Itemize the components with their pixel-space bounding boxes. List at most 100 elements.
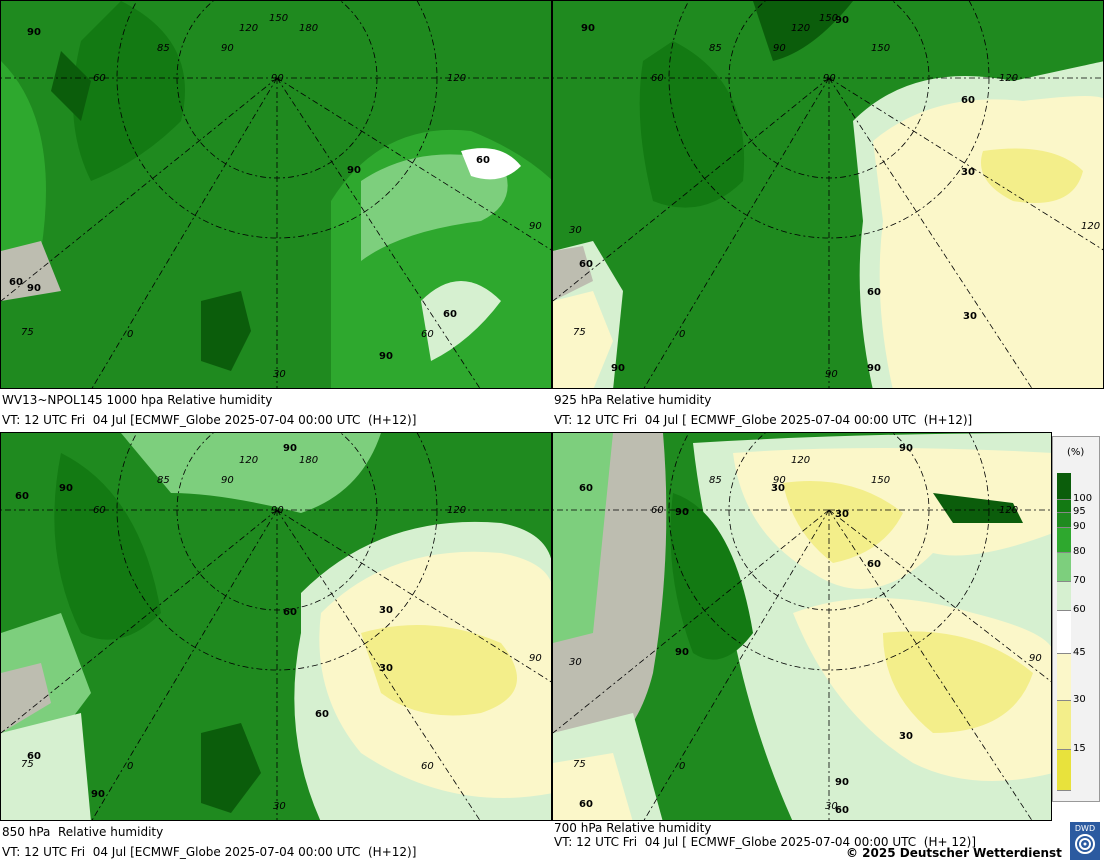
grid-label: 120 (791, 455, 810, 466)
contour-label: 30 (963, 311, 977, 322)
caption-title-925hpa: 925 hPa Relative humidity (554, 393, 712, 407)
contour-label: 90 (27, 27, 41, 38)
map-1000hpa: 90 90 60 90 60 60 90 120 150 180 85 90 9… (1, 1, 551, 388)
legend-color-band (1057, 500, 1071, 513)
map-panel-925hpa: 90 90 60 30 60 60 30 90 90 120 150 90 85… (552, 0, 1104, 389)
caption-title-700hpa: 700 hPa Relative humidity (554, 821, 712, 835)
grid-label: 150 (871, 475, 890, 486)
grid-label: 90 (823, 73, 836, 84)
grid-label: 120 (791, 23, 810, 34)
map-panel-850hpa: 90 60 90 60 30 30 60 60 90 120 180 85 90… (0, 432, 552, 821)
grid-label: 90 (529, 221, 542, 232)
contour-label: 90 (283, 443, 297, 454)
map-700hpa: 60 90 30 30 90 60 90 30 60 90 60 120 150… (553, 433, 1051, 820)
contour-label: 60 (579, 483, 593, 494)
grid-label: 150 (819, 13, 838, 24)
map-850hpa: 90 60 90 60 30 30 60 60 90 120 180 85 90… (1, 433, 551, 820)
map-panel-700hpa: 60 90 30 30 90 60 90 30 60 90 60 120 150… (552, 432, 1052, 821)
contour-label: 60 (443, 309, 457, 320)
grid-label: 60 (421, 329, 434, 340)
legend-color-band (1057, 513, 1071, 528)
legend-color-band (1057, 582, 1071, 611)
grid-label: 60 (421, 761, 434, 772)
contour-label: 90 (899, 443, 913, 454)
dwd-logo: DWD (1070, 822, 1100, 860)
grid-label: 120 (1081, 221, 1100, 232)
legend-tick-label: 80 (1073, 546, 1086, 557)
dwd-logo-swirl-icon (1075, 834, 1095, 854)
grid-label: 90 (825, 369, 838, 380)
color-legend: (%) 100 95 90 80 70 60 45 30 15 (1052, 436, 1100, 802)
contour-label: 60 (835, 805, 849, 816)
contour-label: 60 (9, 277, 23, 288)
grid-label: 90 (271, 505, 284, 516)
contour-label: 60 (867, 287, 881, 298)
caption-title-850hpa: 850 hPa Relative humidity (2, 825, 164, 839)
dwd-logo-text: DWD (1074, 824, 1096, 833)
contour-label: 90 (675, 647, 689, 658)
caption-title-1000hpa: WV13~NPOL145 1000 hpa Relative humidity (2, 393, 273, 407)
grid-label: 60 (93, 73, 106, 84)
grid-label: 90 (1029, 653, 1042, 664)
grid-label: 85 (709, 43, 722, 54)
contour-label: 60 (476, 155, 490, 166)
contour-label: 60 (867, 559, 881, 570)
contour-label: 90 (347, 165, 361, 176)
grid-label: 75 (21, 759, 34, 770)
grid-label: 150 (269, 13, 288, 24)
grid-label: 85 (157, 43, 170, 54)
map-925hpa: 90 90 60 30 60 60 30 90 90 120 150 90 85… (553, 1, 1103, 388)
grid-label: 120 (239, 455, 258, 466)
legend-color-band (1057, 473, 1071, 500)
grid-label: 60 (93, 505, 106, 516)
contour-label: 30 (379, 605, 393, 616)
caption-validtime-1000hpa: VT: 12 UTC Fri 04 Jul [ECMWF_Globe 2025-… (2, 413, 417, 427)
grid-label: 180 (299, 455, 318, 466)
grid-label: 180 (299, 23, 318, 34)
grid-label: 120 (999, 73, 1018, 84)
grid-label: 75 (573, 759, 586, 770)
legend-color-band (1057, 553, 1071, 582)
grid-label: 30 (825, 801, 838, 812)
grid-label: 30 (569, 657, 582, 668)
legend-colorbar (1057, 473, 1071, 791)
legend-tick-label: 90 (1073, 521, 1086, 532)
legend-tick-label: 45 (1073, 647, 1086, 658)
contour-label: 60 (961, 95, 975, 106)
grid-label: 60 (651, 505, 664, 516)
legend-tick-label: 100 (1073, 493, 1093, 504)
contour-label: 90 (581, 23, 595, 34)
legend-unit: (%) (1067, 447, 1085, 458)
grid-label: 0 (679, 329, 685, 340)
grid-label: 30 (273, 801, 286, 812)
grid-label: 30 (569, 225, 582, 236)
caption-validtime-700hpa: VT: 12 UTC Fri 04 Jul [ ECMWF_Globe 2025… (554, 835, 977, 849)
contour-label: 90 (835, 15, 849, 26)
contour-label: 90 (91, 789, 105, 800)
grid-label: 120 (239, 23, 258, 34)
grid-label: 120 (447, 73, 466, 84)
legend-color-band (1057, 654, 1071, 701)
grid-label: 30 (273, 369, 286, 380)
grid-label: 0 (127, 761, 133, 772)
grid-label: 0 (679, 761, 685, 772)
contour-label: 60 (579, 259, 593, 270)
contour-label: 90 (867, 363, 881, 374)
contour-label: 30 (379, 663, 393, 674)
legend-tick-label: 60 (1073, 604, 1086, 615)
contour-label: 60 (579, 799, 593, 810)
legend-color-band (1057, 528, 1071, 553)
grid-label: 90 (773, 475, 786, 486)
contour-label: 30 (961, 167, 975, 178)
grid-label: 120 (999, 505, 1018, 516)
legend-tick-label: 15 (1073, 743, 1086, 754)
contour-label: 60 (15, 491, 29, 502)
grid-label: 90 (271, 73, 284, 84)
legend-color-band (1057, 611, 1071, 654)
legend-color-band (1057, 750, 1071, 791)
grid-label: 85 (709, 475, 722, 486)
legend-tick-label: 95 (1073, 506, 1086, 517)
contour-label: 60 (27, 751, 41, 762)
caption-validtime-925hpa: VT: 12 UTC Fri 04 Jul [ ECMWF_Globe 2025… (554, 413, 973, 427)
contour-label: 30 (771, 483, 785, 494)
